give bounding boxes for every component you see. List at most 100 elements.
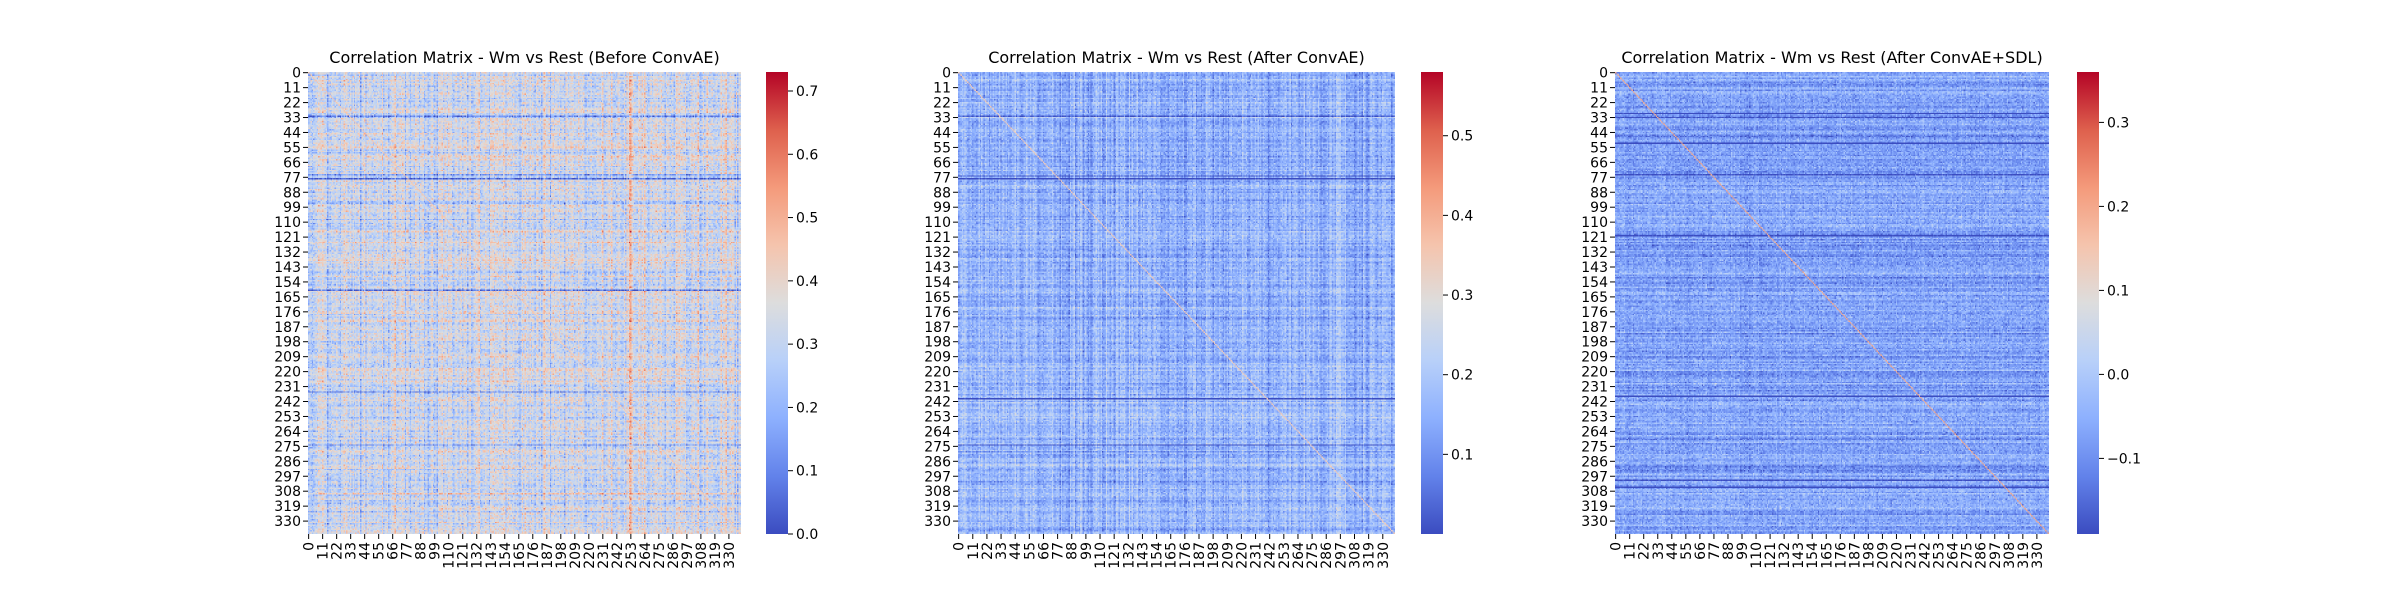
y-tick-label: 209 <box>1581 350 1608 366</box>
x-tick-label: 319 <box>1362 542 1378 569</box>
chart-title: Correlation Matrix - Wm vs Rest (Before … <box>329 48 719 67</box>
y-tick-label: 264 <box>924 424 951 440</box>
y-tick-label: 99 <box>933 200 951 216</box>
x-tick-label: 99 <box>1079 542 1095 560</box>
y-tick-label: 264 <box>1581 424 1608 440</box>
x-tick-label: 110 <box>1093 542 1109 569</box>
y-tick-label: 66 <box>283 155 301 171</box>
y-tick-label: 319 <box>1581 499 1608 515</box>
x-tick-label: 165 <box>1164 542 1180 569</box>
x-tick-label: 231 <box>1249 542 1265 569</box>
colorbar-gradient <box>2077 72 2099 534</box>
x-tick-label: 264 <box>1946 542 1962 569</box>
y-tick-label: 275 <box>274 439 301 455</box>
y-tick-label: 55 <box>1590 140 1608 156</box>
y-tick-label: 55 <box>283 140 301 156</box>
y-tick-label: 66 <box>933 155 951 171</box>
x-tick-label: 242 <box>610 542 626 569</box>
x-tick-label: 132 <box>1121 542 1137 569</box>
colorbar-gradient <box>766 72 788 534</box>
y-tick-label: 11 <box>283 81 301 97</box>
heatmap-panel-1: Correlation Matrix - Wm vs Rest (Before … <box>274 48 818 569</box>
y-tick-label: 286 <box>274 454 301 470</box>
x-tick-label: 110 <box>442 542 458 569</box>
x-tick-label: 198 <box>554 542 570 569</box>
y-tick-label: 121 <box>274 230 301 246</box>
y-tick-label: 220 <box>274 365 301 381</box>
y-tick-label: 286 <box>1581 454 1608 470</box>
x-tick-label: 0 <box>1609 542 1625 551</box>
y-tick-label: 231 <box>1581 380 1608 396</box>
y-tick-label: 297 <box>924 469 951 485</box>
y-tick-label: 198 <box>1581 335 1608 351</box>
x-tick-label: 143 <box>484 542 500 569</box>
y-tick-label: 0 <box>292 66 301 82</box>
x-tick-label: 231 <box>596 542 612 569</box>
x-tick-label: 55 <box>1679 542 1695 560</box>
x-tick-label: 77 <box>1051 542 1067 560</box>
y-tick-label: 0 <box>1599 66 1608 82</box>
y-tick-label: 77 <box>1590 170 1608 186</box>
x-tick-label: 187 <box>1847 542 1863 569</box>
y-tick-label: 264 <box>274 424 301 440</box>
colorbar-tick-label: 0.6 <box>796 147 818 163</box>
y-tick-label: 44 <box>283 125 301 141</box>
y-tick-label: 242 <box>1581 395 1608 411</box>
y-tick-label: 154 <box>1581 275 1608 291</box>
x-tick-label: 308 <box>2002 542 2018 569</box>
y-tick-label: 176 <box>274 305 301 321</box>
x-tick-label: 220 <box>1234 542 1250 569</box>
colorbar-tick-label: 0.3 <box>796 337 818 353</box>
x-tick-label: 286 <box>666 542 682 569</box>
heatmap-cells <box>1615 72 2049 534</box>
y-tick-label: 308 <box>274 484 301 500</box>
x-tick-label: 176 <box>526 542 542 569</box>
y-tick-label: 319 <box>274 499 301 515</box>
x-tick-label: 286 <box>1319 542 1335 569</box>
x-tick-label: 44 <box>1665 542 1681 560</box>
y-tick-label: 55 <box>933 140 951 156</box>
y-tick-label: 33 <box>1590 111 1608 127</box>
y-tick-label: 66 <box>1590 155 1608 171</box>
y-tick-label: 242 <box>924 395 951 411</box>
colorbar-tick-label: 0.5 <box>796 211 818 227</box>
y-tick-label: 165 <box>274 290 301 306</box>
y-tick-label: 187 <box>924 320 951 336</box>
y-tick-label: 198 <box>924 335 951 351</box>
y-tick-label: 209 <box>924 350 951 366</box>
x-tick-label: 0 <box>952 542 968 551</box>
colorbar-tick-label: 0.1 <box>2107 283 2129 299</box>
y-tick-label: 176 <box>1581 305 1608 321</box>
x-tick-label: 330 <box>2030 542 2046 569</box>
x-tick-label: 11 <box>316 542 332 560</box>
y-tick-label: 198 <box>274 335 301 351</box>
x-tick-label: 253 <box>624 542 640 569</box>
y-tick-label: 231 <box>274 380 301 396</box>
x-tick-label: 220 <box>582 542 598 569</box>
x-tick-label: 33 <box>1651 542 1667 560</box>
y-tick-label: 121 <box>1581 230 1608 246</box>
y-tick-label: 154 <box>274 275 301 291</box>
colorbar-tick-label: 0.2 <box>2107 199 2129 215</box>
y-tick-label: 33 <box>933 111 951 127</box>
x-tick-label: 154 <box>1150 542 1166 569</box>
x-tick-label: 297 <box>1333 542 1349 569</box>
colorbar-gradient <box>1421 72 1443 534</box>
x-tick-label: 88 <box>414 542 430 560</box>
y-tick-label: 110 <box>924 215 951 231</box>
y-tick-label: 154 <box>924 275 951 291</box>
colorbar-tick-label: 0.4 <box>1451 208 1473 224</box>
x-tick-label: 143 <box>1791 542 1807 569</box>
x-tick-label: 297 <box>1988 542 2004 569</box>
y-tick-label: 330 <box>274 514 301 530</box>
heatmap-cells <box>958 72 1395 534</box>
y-tick-label: 286 <box>924 454 951 470</box>
y-tick-label: 165 <box>1581 290 1608 306</box>
x-tick-label: 143 <box>1135 542 1151 569</box>
chart-title: Correlation Matrix - Wm vs Rest (After C… <box>1621 48 2042 67</box>
x-tick-label: 275 <box>652 542 668 569</box>
colorbar: −0.1 0.0 0.1 0.2 0.3 <box>2077 72 2141 534</box>
colorbar-tick-label: 0.5 <box>1451 129 1473 145</box>
